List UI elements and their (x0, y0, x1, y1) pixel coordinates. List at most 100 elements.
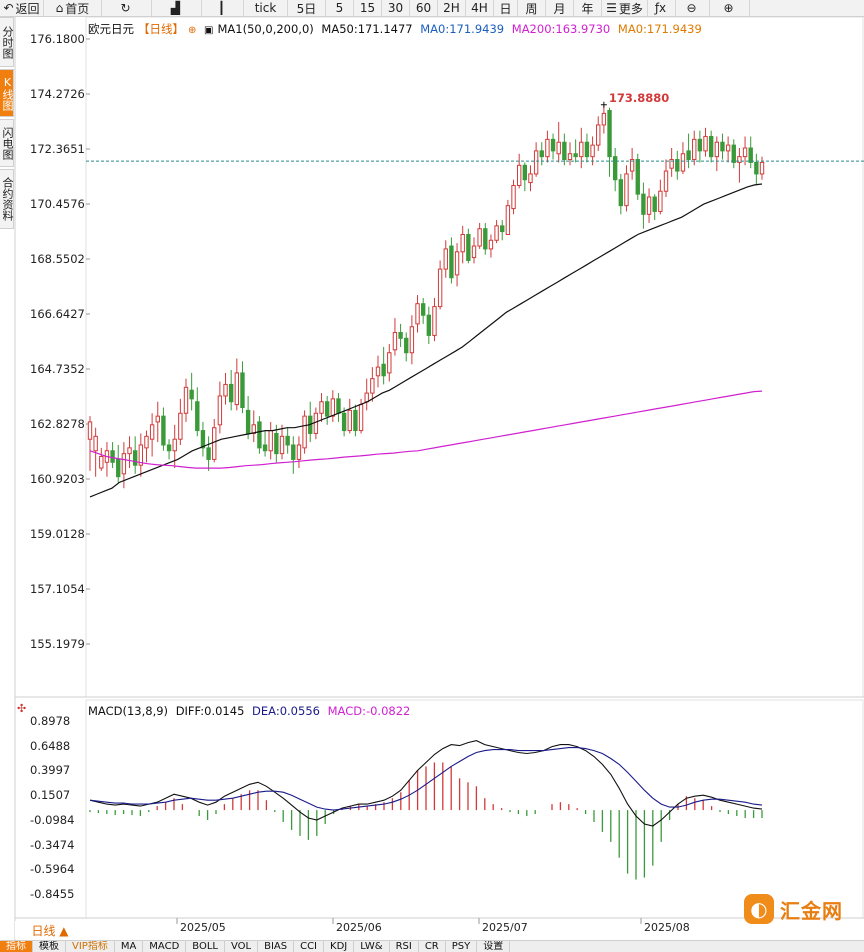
toolbar-btn-5[interactable]: tick (244, 0, 288, 16)
side-tab-0[interactable]: 分时图 (0, 17, 14, 67)
candle-body (262, 444, 268, 452)
period-tag[interactable]: 【日线】 (138, 22, 184, 36)
indicator-tab-1[interactable]: 模板 (33, 941, 66, 952)
macd-settings-icon[interactable]: ✣ (17, 702, 27, 715)
price-tick-label: 174.2726 (30, 86, 85, 101)
macd-tick-label: 0.3997 (30, 763, 71, 778)
candlestick-button[interactable]: ┃ (202, 0, 244, 16)
indicator-tab-5[interactable]: BOLL (186, 941, 225, 952)
candle-body (110, 450, 115, 463)
candle-body (528, 173, 533, 184)
candle-body (426, 314, 432, 336)
toolbar-btn-6[interactable]: 5日 (288, 0, 326, 16)
toolbar-btn-8[interactable]: 15 (354, 0, 382, 16)
candle-body (138, 444, 144, 466)
toolbar-btn-9[interactable]: 30 (382, 0, 410, 16)
toolbar-btn-10[interactable]: 60 (410, 0, 438, 16)
indicator-tab-4[interactable]: MACD (143, 941, 187, 952)
candle-body (511, 184, 516, 210)
indicator-tab-13[interactable]: PSY (446, 941, 478, 952)
indicator-tabs: 指标 模板 VIP指标 MA MACD BOLL VOL BIAS CCI KDJ LW& RSI CR… (0, 940, 864, 952)
side-tab-3[interactable]: 合约资料 (0, 169, 14, 229)
candle-body (590, 144, 595, 158)
indicator-tab-7[interactable]: BIAS (258, 941, 295, 952)
candle-body (703, 135, 708, 152)
macd-tick-label: 0.6488 (30, 738, 71, 753)
toolbar-back-arrow-0[interactable]: ↶ 返回 (0, 0, 44, 16)
bar-chart-button[interactable]: ▟ (152, 0, 202, 16)
date-tick-label: 2025/06 (336, 921, 382, 934)
refresh-button[interactable]: ↻ (102, 0, 152, 16)
candle-body (178, 412, 183, 440)
zoom-in-button[interactable]: ⊕ (710, 0, 750, 16)
toolbar-label: 年 (581, 1, 594, 16)
candle-body (364, 392, 369, 403)
macd-tick-label: -0.3474 (30, 837, 75, 852)
indicator-tab-14[interactable]: 设置 (477, 941, 511, 952)
candle-body (573, 153, 578, 158)
date-tick-label: 2025/08 (644, 921, 690, 934)
toolbar-btn-7[interactable]: 5 (326, 0, 354, 16)
candle-body (341, 412, 347, 432)
indicator-tab-6[interactable]: VOL (225, 941, 259, 952)
indicator-tab-2[interactable]: VIP指标 (66, 941, 115, 952)
toolbar-menu-17[interactable]: ☰ 更多 (602, 0, 648, 16)
candlestick-icon: ┃ (217, 1, 226, 15)
macd-diff: DIFF:0.0145 (175, 704, 245, 718)
toolbar-home-1[interactable]: ⌂ 首页 (44, 0, 102, 16)
candle-body (240, 372, 245, 408)
toolbar-label: 首页 (65, 1, 90, 16)
macd-dea-line (89, 747, 763, 811)
fx-button[interactable]: ƒx (648, 0, 676, 16)
indicator-tab-0[interactable]: 指标 (0, 941, 33, 952)
period-select-button[interactable]: 日线 ▲ (15, 921, 85, 939)
macd-tick-label: -0.5964 (30, 862, 75, 877)
indicator-tab-11[interactable]: RSI (390, 941, 419, 952)
indicator-tab-9[interactable]: KDJ (324, 941, 355, 952)
candle-body (641, 193, 646, 215)
candle-body (505, 205, 511, 235)
macd-diff-line (89, 740, 763, 827)
candle-body (166, 444, 172, 452)
candle-body (725, 144, 731, 152)
indicator-tab-10[interactable]: LW& (354, 941, 390, 952)
candle-body (217, 395, 223, 426)
candle-body (759, 161, 765, 175)
candle-body (155, 415, 160, 423)
toolbar-btn-15[interactable]: 月 (546, 0, 574, 16)
ma-set-icon[interactable]: ▣ (204, 25, 214, 36)
candle-body (409, 326, 415, 354)
candle-body (742, 147, 748, 158)
indicator-tab-12[interactable]: CR (419, 941, 446, 952)
toolbar-label: 5日 (296, 1, 317, 16)
candle-body (302, 415, 307, 449)
candle-body (387, 352, 392, 374)
indicator-tab-3[interactable]: MA (115, 941, 144, 952)
candle-body (567, 153, 573, 161)
side-tab-1[interactable]: K线图 (0, 69, 14, 117)
toolbar-btn-11[interactable]: 2H (438, 0, 466, 16)
zoom-out-button[interactable]: ⊖ (676, 0, 710, 16)
macd-legend: MACD(13,8,9) DIFF:0.0145 DEA:0.0556 MACD… (88, 704, 414, 718)
date-tick-label: 2025/07 (482, 921, 528, 934)
indicator-tab-8[interactable]: CCI (294, 941, 325, 952)
toolbar-btn-14[interactable]: 周 (518, 0, 546, 16)
candle-body (500, 225, 505, 233)
toolbar-btn-13[interactable]: 日 (494, 0, 518, 16)
candle-body (562, 141, 567, 161)
candle-body (629, 159, 635, 172)
candle-body (646, 196, 652, 215)
candle-body (415, 303, 420, 325)
candle-body (669, 159, 674, 169)
candle-body (680, 153, 686, 172)
zoom-in-icon: ⊕ (723, 1, 734, 15)
toolbar-btn-16[interactable]: 年 (574, 0, 602, 16)
candle-body (550, 138, 556, 152)
side-tab-2[interactable]: 闪电图 (0, 119, 14, 167)
candle-body (607, 110, 612, 158)
candle-body (183, 386, 189, 414)
indicator-toggle-icon[interactable]: ⊕ (188, 25, 197, 36)
toolbar-btn-12[interactable]: 4H (466, 0, 494, 16)
candle-body (692, 138, 697, 161)
